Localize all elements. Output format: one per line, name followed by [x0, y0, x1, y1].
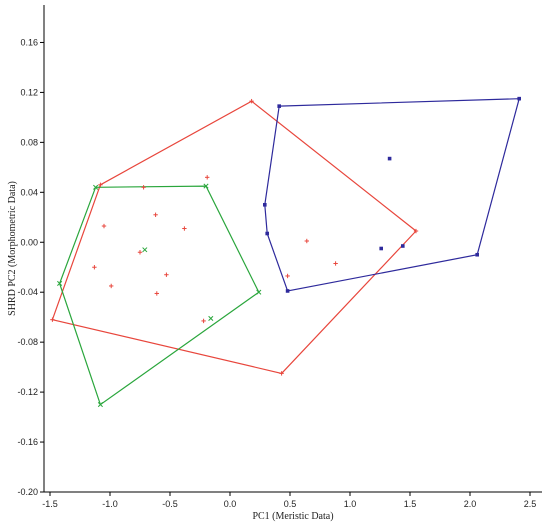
hull-polygons: [51, 98, 520, 406]
data-point: [285, 289, 290, 293]
x-ticks: -1.5 -1.0 -0.5 0.0 0.5 1.0 1.5 2.0 2.5: [42, 492, 536, 509]
data-point: [256, 289, 262, 295]
data-point: [201, 318, 206, 324]
data-point: [413, 228, 419, 234]
data-point: [137, 250, 143, 255]
data-point: [50, 317, 55, 322]
axes: [43, 5, 542, 493]
x-tick-label: 1.0: [344, 499, 357, 509]
y-axis-title: SHRD PC2 (Morphometric Data): [7, 181, 18, 316]
data-point: [141, 185, 146, 190]
x-tick-label: 0.0: [224, 499, 237, 509]
y-tick-label: 0.08: [20, 137, 38, 147]
data-point: [265, 231, 269, 236]
data-point: [208, 315, 214, 321]
data-point: [263, 202, 267, 207]
x-tick-label: 2.5: [524, 499, 537, 509]
data-point: [475, 252, 479, 257]
x-axis-title: PC1 (Meristic Data): [252, 511, 333, 522]
data-point: [387, 156, 392, 161]
x-tick-label: 2.0: [464, 499, 477, 509]
y-tick-label: 0.00: [20, 237, 38, 247]
data-point: [333, 261, 338, 266]
data-point: [97, 402, 103, 408]
y-tick-label: -0.20: [17, 487, 38, 497]
y-tick-label: -0.12: [17, 387, 38, 397]
data-point: [279, 371, 284, 376]
data-point: [101, 223, 107, 229]
y-tick-label: 0.12: [20, 87, 38, 97]
data-point: [153, 212, 158, 217]
data-point: [304, 238, 309, 244]
x-tick-label: 1.5: [404, 499, 417, 509]
y-tick-label: -0.16: [17, 437, 38, 447]
y-tick-label: -0.08: [17, 337, 38, 347]
data-point: [154, 291, 159, 296]
y-tick-label: -0.04: [17, 287, 38, 297]
data-point: [164, 272, 169, 277]
x-tick-label: -1.5: [42, 499, 58, 509]
y-ticks: -0.20 -0.16 -0.12 -0.08 -0.04 0.00 0.04 0.08 0.1…: [17, 37, 44, 497]
y-tick-label: 0.16: [20, 37, 38, 47]
data-point: [142, 247, 148, 253]
hull-polygon-3: [264, 98, 520, 292]
data-point: [249, 98, 254, 104]
data-point: [57, 280, 63, 287]
hull-polygon-2: [58, 185, 260, 406]
data-point: [93, 184, 99, 190]
data-point: [517, 96, 521, 101]
data-point: [285, 273, 290, 279]
data-point: [182, 226, 187, 231]
data-point: [109, 283, 114, 289]
x-tick-label: -1.0: [102, 499, 118, 509]
y-tick-label: 0.04: [20, 187, 38, 197]
data-point: [205, 175, 210, 180]
data-point: [98, 182, 103, 188]
data-point: [379, 246, 383, 251]
data-point: [203, 183, 209, 189]
hull-polygon-1: [51, 100, 417, 375]
x-tick-label: -0.5: [162, 499, 178, 509]
data-point: [401, 244, 405, 248]
x-tick-label: 0.5: [284, 499, 297, 509]
data-points: [50, 96, 521, 408]
data-point: [92, 265, 97, 270]
data-point: [277, 104, 281, 108]
